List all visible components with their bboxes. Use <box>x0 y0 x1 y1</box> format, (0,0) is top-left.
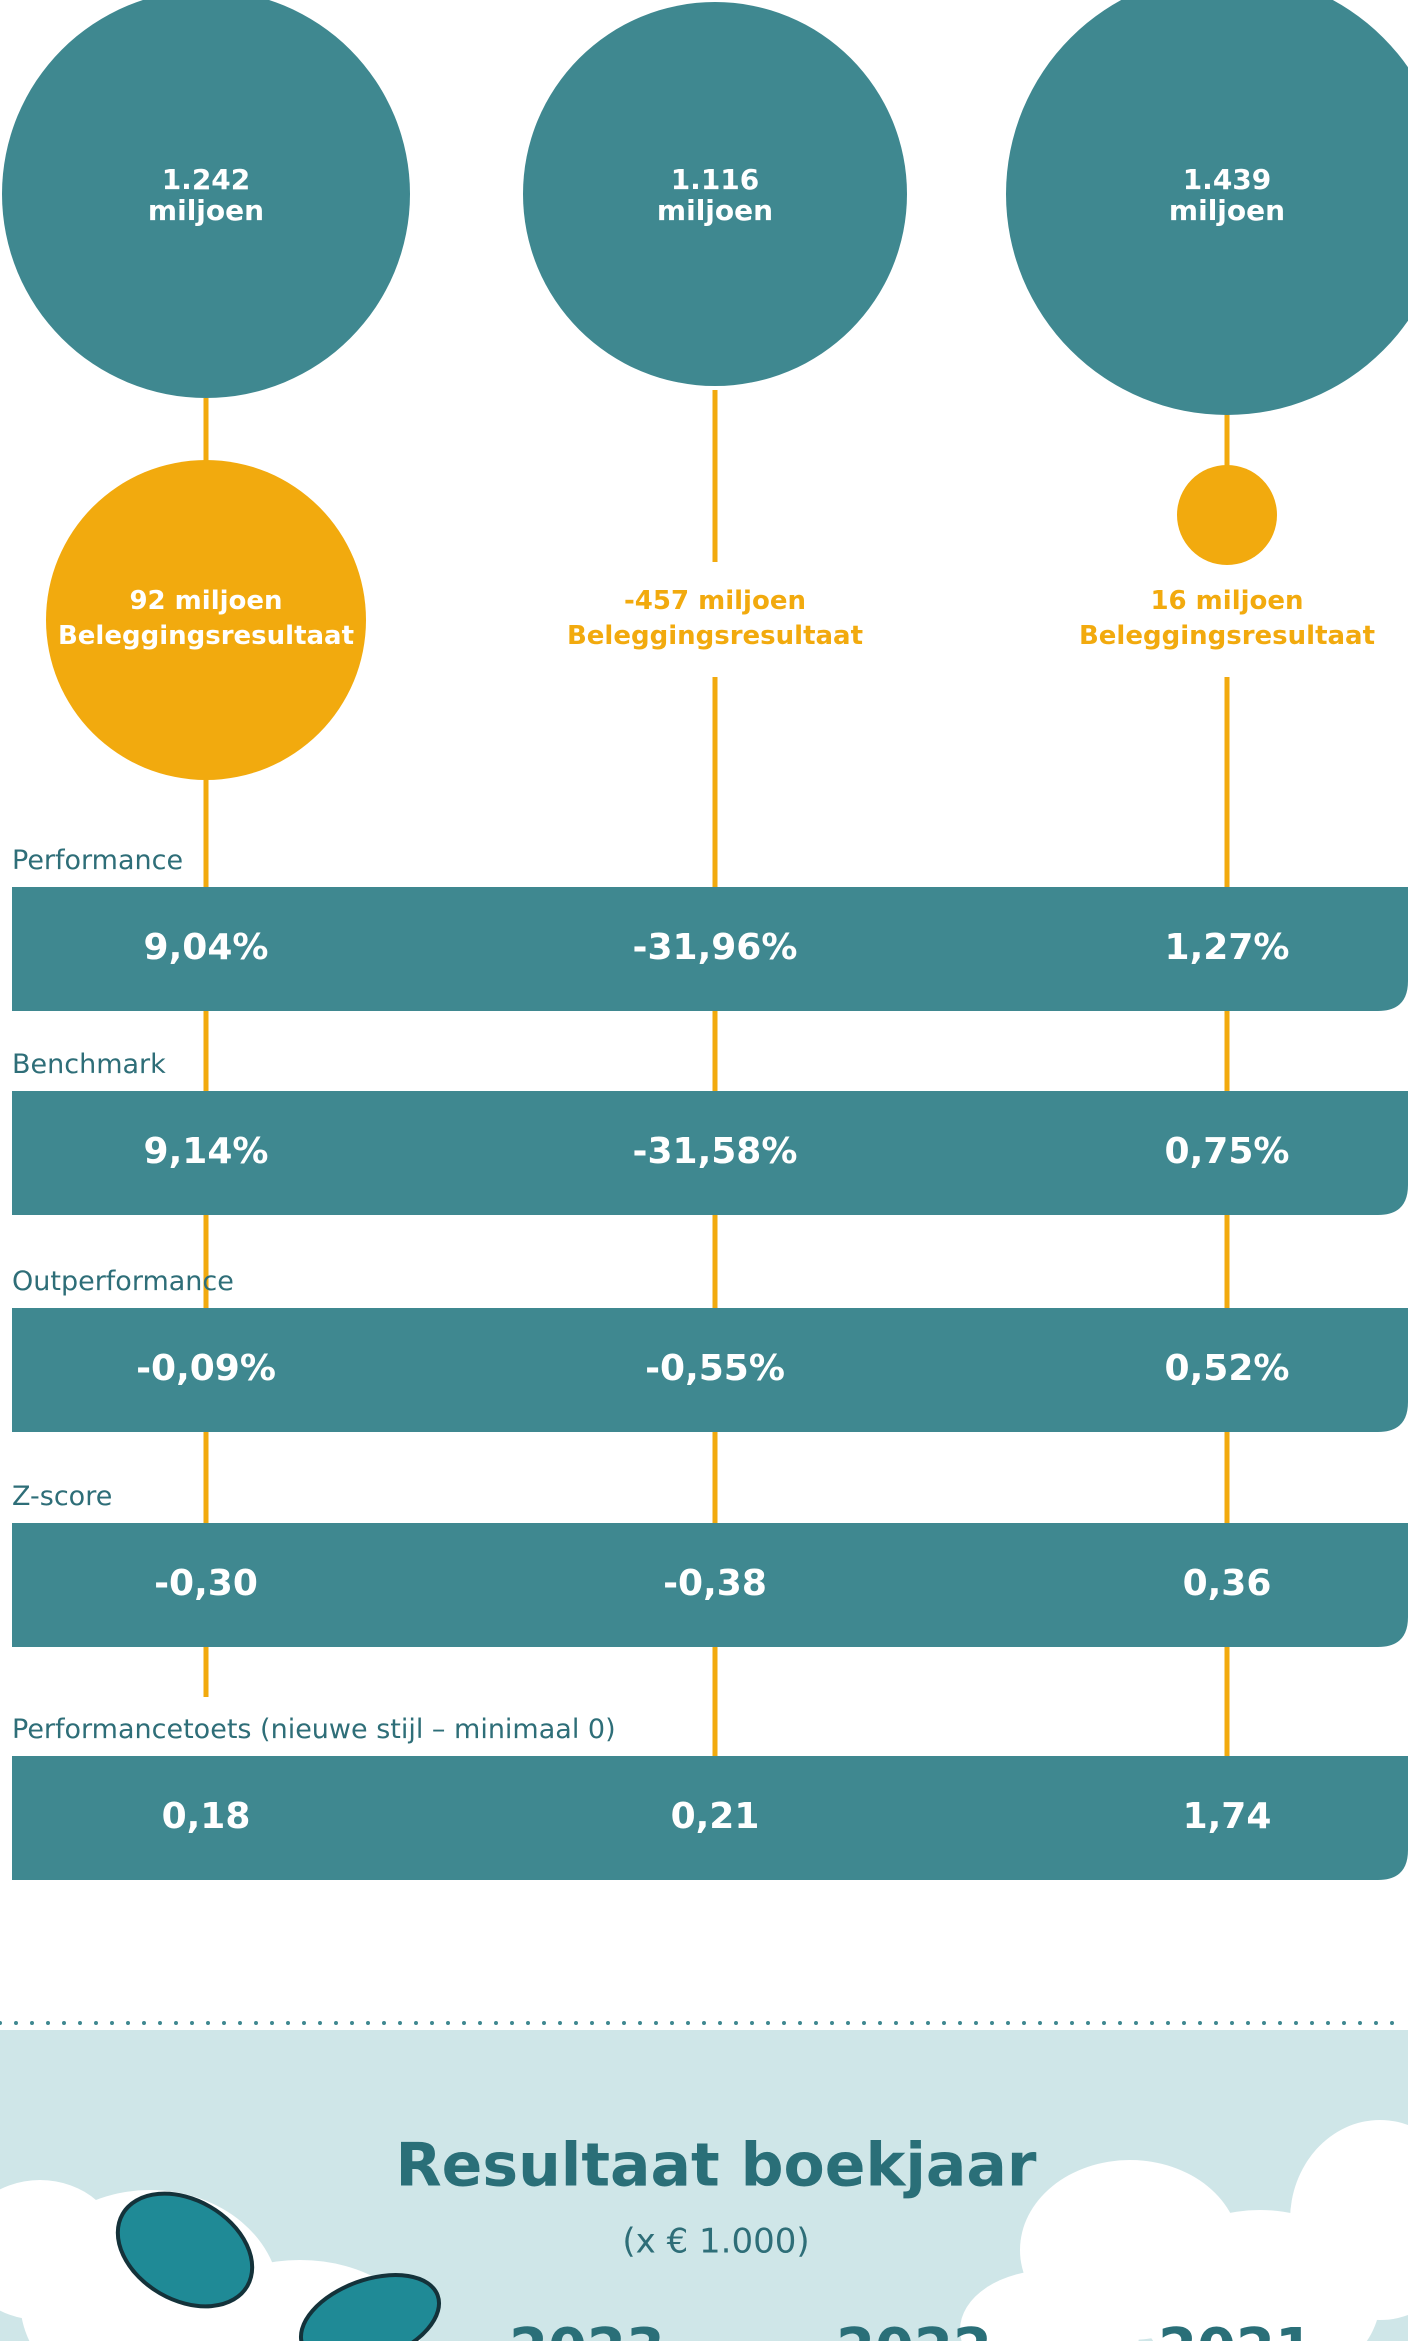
year-label: 2023 <box>509 2317 665 2341</box>
asset-unit: miljoen <box>1169 194 1285 227</box>
row-value: 0,21 <box>671 1796 760 1837</box>
result-amount: 16 miljoen <box>1150 586 1303 616</box>
row-value: 0,18 <box>162 1796 251 1837</box>
asset-amount: 1.439 <box>1183 163 1272 196</box>
result-amount: -457 miljoen <box>624 586 806 616</box>
row-value: 0,36 <box>1183 1563 1272 1604</box>
infographic: 1.242miljoen92 miljoenBeleggingsresultaa… <box>0 0 1408 2341</box>
row-value: 9,04% <box>144 927 269 968</box>
result-label: Beleggingsresultaat <box>567 621 863 651</box>
asset-unit: miljoen <box>657 194 773 227</box>
result-label: Beleggingsresultaat <box>1079 621 1375 651</box>
row-value: -31,96% <box>633 927 798 968</box>
row-value: -0,55% <box>645 1348 785 1389</box>
asset-amount: 1.116 <box>671 163 760 196</box>
year-label: 2022 <box>836 2317 992 2341</box>
row-value: 0,75% <box>1165 1131 1290 1172</box>
row-value: -0,30 <box>154 1563 258 1604</box>
page: 1.242miljoen92 miljoenBeleggingsresultaa… <box>0 0 1408 2341</box>
row-value: 9,14% <box>144 1131 269 1172</box>
row-value: -0,38 <box>663 1563 767 1604</box>
year-label: 2021 <box>1158 2317 1314 2341</box>
row-value: -0,09% <box>136 1348 276 1389</box>
result-circle <box>1177 465 1277 565</box>
footer-title: Resultaat boekjaar <box>395 2131 1036 2201</box>
row-value: 0,52% <box>1165 1348 1290 1389</box>
result-amount: 92 miljoen <box>129 586 282 616</box>
row-value: -31,58% <box>633 1131 798 1172</box>
row-label: Outperformance <box>12 1266 234 1297</box>
row-label: Performance <box>12 845 183 876</box>
footer-subtitle: (x € 1.000) <box>622 2222 809 2262</box>
asset-amount: 1.242 <box>162 163 251 196</box>
asset-unit: miljoen <box>148 194 264 227</box>
row-value: 1,27% <box>1165 927 1290 968</box>
row-label: Performancetoets (nieuwe stijl – minimaa… <box>12 1714 616 1745</box>
row-label: Z-score <box>12 1481 112 1512</box>
row-label: Benchmark <box>12 1049 166 1080</box>
result-circle <box>46 460 366 780</box>
result-label: Beleggingsresultaat <box>58 621 354 651</box>
row-value: 1,74 <box>1183 1796 1272 1837</box>
